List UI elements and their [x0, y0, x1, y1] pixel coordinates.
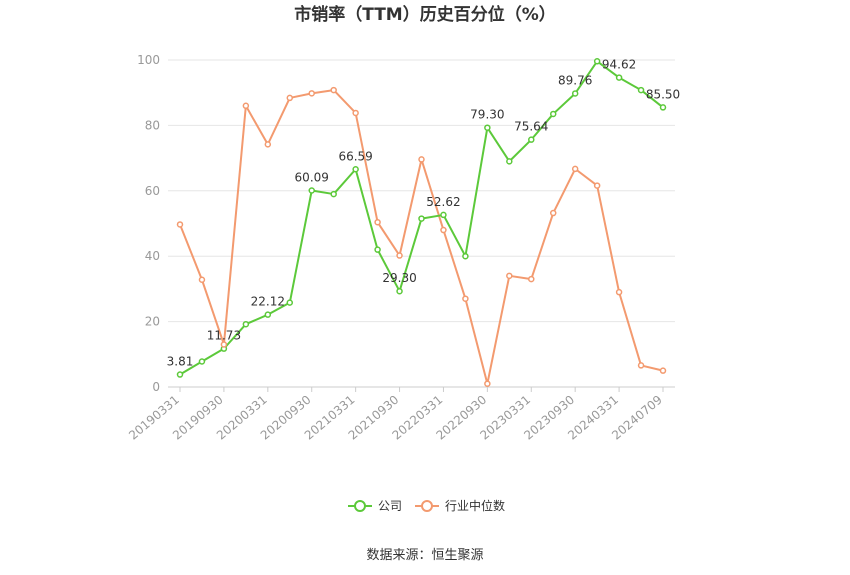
y-tick-label: 100: [137, 53, 160, 67]
series-line-行业中位数: [179, 89, 664, 385]
data-point[interactable]: [418, 156, 425, 163]
legend-label: 行业中位数: [445, 498, 505, 513]
series-layer: [176, 58, 667, 387]
y-tick-label: 80: [145, 118, 160, 132]
data-point[interactable]: [330, 86, 337, 94]
legend-item-公司[interactable]: 公司: [348, 499, 402, 513]
data-point[interactable]: [264, 311, 272, 318]
data-point[interactable]: [418, 215, 425, 222]
data-point[interactable]: [615, 74, 623, 81]
data-label: 60.09: [295, 171, 329, 185]
data-point[interactable]: [659, 367, 667, 374]
legend[interactable]: 公司 行业中位数: [348, 498, 505, 513]
y-tick-label: 0: [152, 380, 160, 394]
grid-lines: [168, 59, 675, 388]
data-point[interactable]: [484, 124, 491, 131]
data-point[interactable]: [308, 187, 315, 194]
data-point[interactable]: [637, 362, 645, 369]
data-label: 66.59: [338, 149, 372, 163]
data-point[interactable]: [198, 358, 206, 365]
data-point[interactable]: [264, 141, 272, 148]
data-point[interactable]: [286, 299, 294, 306]
data-point[interactable]: [374, 218, 381, 226]
y-axis: 0 20 40 60 80 100: [137, 53, 160, 394]
data-point[interactable]: [176, 371, 184, 378]
data-point[interactable]: [506, 272, 513, 280]
data-label: 52.62: [426, 195, 460, 209]
y-tick-label: 40: [145, 249, 160, 263]
data-point[interactable]: [396, 287, 403, 295]
legend-item-行业中位数[interactable]: 行业中位数: [415, 498, 505, 513]
y-tick-label: 20: [145, 315, 160, 329]
data-point[interactable]: [615, 288, 623, 296]
data-source-note: 数据来源：恒生聚源: [366, 548, 483, 563]
legend-swatch-marker: [421, 500, 433, 512]
data-point[interactable]: [549, 209, 557, 217]
data-point[interactable]: [440, 211, 447, 219]
data-label: 89.76: [558, 73, 592, 87]
data-point[interactable]: [176, 221, 184, 228]
data-label: 94.62: [602, 58, 636, 72]
data-label: 11.73: [207, 329, 241, 343]
data-point[interactable]: [484, 380, 491, 387]
data-point[interactable]: [549, 110, 557, 118]
data-point[interactable]: [330, 190, 337, 198]
data-point[interactable]: [198, 276, 206, 283]
data-point[interactable]: [659, 104, 667, 111]
data-point[interactable]: [462, 252, 469, 260]
x-axis: 2019033120190930202003312020093020210331…: [126, 386, 675, 443]
data-point[interactable]: [571, 90, 579, 97]
legend-swatch-marker: [354, 500, 366, 512]
data-label: 22.12: [251, 295, 285, 309]
y-tick-label: 60: [145, 184, 160, 198]
data-point[interactable]: [242, 102, 250, 110]
data-point[interactable]: [352, 166, 359, 173]
data-point[interactable]: [593, 182, 601, 189]
data-point[interactable]: [528, 136, 535, 143]
data-point[interactable]: [286, 94, 294, 102]
data-label: 75.64: [514, 120, 548, 134]
data-point[interactable]: [242, 320, 250, 328]
data-point[interactable]: [396, 252, 403, 259]
data-point[interactable]: [506, 158, 513, 165]
legend-label: 公司: [378, 499, 402, 513]
data-point[interactable]: [637, 86, 645, 94]
data-label: 29.30: [382, 271, 416, 285]
data-point[interactable]: [352, 109, 359, 117]
data-point[interactable]: [308, 90, 315, 97]
data-labels: 3.81 11.73 22.12 60.09 66.59 29.30 52.62 79.30 7…: [167, 58, 681, 369]
data-point[interactable]: [528, 275, 535, 283]
data-point[interactable]: [571, 165, 579, 173]
data-point[interactable]: [440, 226, 447, 234]
data-label: 85.50: [646, 87, 680, 101]
chart-title: 市销率（TTM）历史百分位（%）: [294, 4, 556, 25]
data-label: 3.81: [167, 355, 194, 369]
data-point[interactable]: [593, 58, 601, 65]
data-point[interactable]: [462, 295, 469, 302]
data-point[interactable]: [220, 341, 228, 348]
data-point[interactable]: [374, 246, 381, 253]
data-label: 79.30: [470, 108, 504, 122]
